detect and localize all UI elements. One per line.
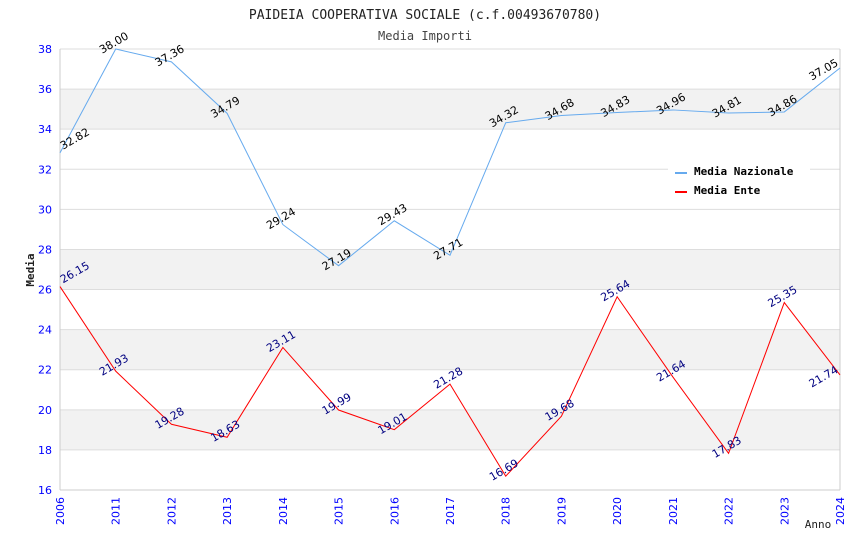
legend-label-nazionale: Media Nazionale: [694, 165, 794, 178]
x-tick-label: 2014: [277, 497, 290, 525]
chart-subtitle: Media Importi: [378, 29, 472, 43]
legend: Media Nazionale Media Ente: [668, 160, 810, 200]
y-tick-label: 34: [38, 123, 52, 136]
x-tick-label: 2021: [667, 497, 680, 525]
x-tick-label: 2022: [723, 497, 736, 525]
x-axis-label: Anno: [805, 518, 832, 531]
y-tick-label: 20: [38, 404, 52, 417]
x-tick-label: 2016: [388, 497, 401, 525]
y-tick-label: 32: [38, 163, 52, 176]
y-tick-label: 38: [38, 43, 52, 56]
data-label: 37.36: [153, 42, 187, 69]
x-tick-label: 2019: [555, 497, 568, 525]
x-tick-label: 2015: [333, 497, 346, 525]
y-tick-label: 24: [38, 324, 52, 337]
x-tick-label: 2023: [778, 497, 791, 525]
x-tick-label: 2013: [221, 497, 234, 525]
chart-title: PAIDEIA COOPERATIVA SOCIALE (c.f.0049367…: [249, 8, 601, 23]
series-line-ente: [59, 286, 841, 477]
x-tick-label: 2020: [611, 497, 624, 525]
y-tick-label: 22: [38, 364, 52, 377]
data-label: 16.69: [487, 457, 521, 484]
grid-band: [60, 329, 840, 370]
y-tick-label: 36: [38, 83, 52, 96]
grid-band: [60, 249, 840, 290]
x-tick-label: 2018: [500, 497, 513, 525]
x-tick-label: 2011: [110, 497, 123, 525]
x-tick-label: 2012: [165, 497, 178, 525]
grid-band: [60, 409, 840, 450]
data-label: 29.43: [376, 201, 410, 228]
y-tick-label: 18: [38, 444, 52, 457]
legend-label-ente: Media Ente: [694, 184, 761, 197]
grid-band: [60, 89, 840, 130]
series-line-nazionale: [59, 48, 841, 267]
y-tick-label: 26: [38, 284, 52, 297]
y-tick-label: 16: [38, 484, 52, 497]
data-label: 37.05: [807, 56, 841, 83]
x-tick-label: 2017: [444, 497, 457, 525]
x-tick-label: 2024: [834, 497, 847, 525]
y-tick-label: 28: [38, 243, 52, 256]
y-axis-label: Media: [24, 253, 37, 286]
x-tick-label: 2006: [54, 497, 67, 525]
y-tick-label: 30: [38, 203, 52, 216]
